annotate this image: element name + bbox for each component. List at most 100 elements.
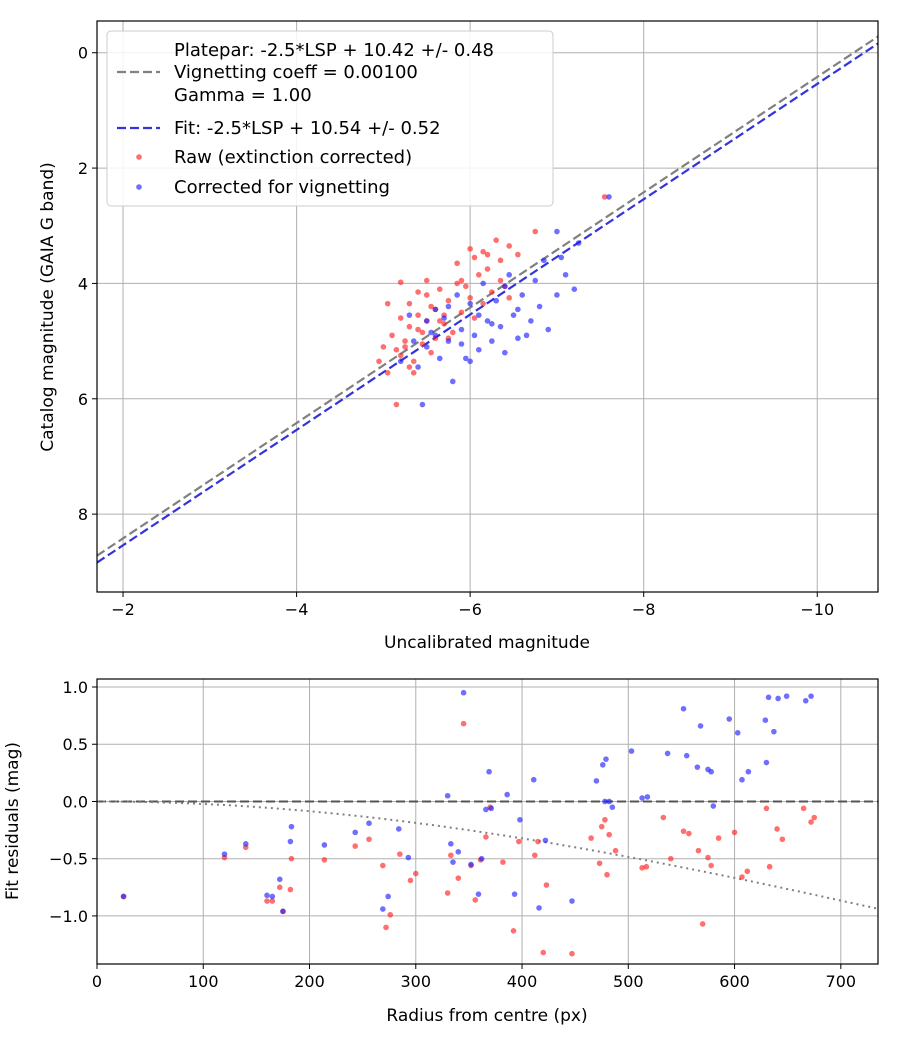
raw-residual-point [531,852,538,859]
top-x-tick-label: −8 [632,600,656,619]
bottom-y-tick-label: 0.5 [63,735,88,754]
corrected-point [436,355,443,362]
corrected-point [502,283,508,290]
raw-point [436,286,443,292]
legend-entry: Raw (extinction corrected) [174,147,412,168]
corrected-residual-point [280,908,286,915]
raw-point [454,260,460,267]
raw-residual-point [387,911,394,918]
raw-residual-point [602,816,608,823]
corrected-point [554,228,560,235]
corrected-point [445,338,452,344]
raw-point [532,228,539,235]
raw-point [515,251,521,258]
raw-point [484,266,491,272]
raw-point [445,297,452,304]
corrected-residual-point [771,728,777,735]
corrected-point [497,323,504,330]
corrected-residual-point [385,893,391,900]
raw-residual-point [774,826,780,832]
bottom-reference-lines [97,800,878,910]
top-x-tick-label: −4 [285,600,309,619]
bottom-x-tick-label: 100 [188,972,219,991]
corrected-residual-point [488,805,495,812]
raw-point [484,251,491,258]
top-points [376,194,612,408]
raw-residual-point [643,863,650,870]
corrected-residual-point [395,826,402,832]
corrected-point [458,341,465,347]
raw-residual-point [808,819,814,825]
bottom-x-tick-label: 200 [294,972,325,991]
raw-point [402,338,408,344]
corrected-residual-point [511,891,518,897]
corrected-residual-point [455,849,462,855]
top-y-ticks: 0 2 4 6 8 [78,44,97,524]
raw-residual-point [639,865,645,871]
corrected-residual-point [517,816,523,823]
raw-point [497,257,504,264]
corrected-residual-point [628,748,635,754]
corrected-point [419,401,426,408]
corrected-residual-point [762,717,769,724]
raw-point [471,254,478,261]
raw-residual-point [383,924,389,931]
corrected-residual-point [602,798,608,805]
corrected-point [476,346,482,353]
raw-residual-point [483,834,489,840]
raw-residual-point [744,868,751,875]
raw-residual-point [660,814,667,821]
raw-residual-point [535,838,541,845]
raw-point [467,295,473,301]
raw-point [454,280,460,287]
fit-line [97,42,878,564]
raw-point [423,277,430,284]
bottom-residuals-panel: 0 100 200 300 400 500 600 700 1.0 0.5 0.0 −0.5 −1.0… [3,678,879,1026]
corrected-point [515,306,521,313]
corrected-residual-point [745,768,752,775]
raw-point [415,326,421,333]
raw-point [410,370,417,376]
raw-residual-point [287,886,294,893]
corrected-point [406,312,413,318]
corrected-point [484,318,491,324]
raw-residual-point [779,836,786,843]
raw-residual-point [472,897,479,903]
raw-residual-point [686,830,692,837]
raw-point [506,243,512,249]
top-y-tick-label: 2 [78,159,88,178]
raw-point [384,370,391,376]
corrected-residual-point [483,806,489,813]
legend-entry: Vignetting coeff = 0.00100 [174,62,418,83]
bottom-y-tick-label: −0.5 [49,850,88,869]
corrected-point [489,338,495,344]
legend-entry: Platepar: -2.5*LSP + 10.42 +/- 0.48 [174,40,494,61]
raw-residual-point [460,720,467,727]
bottom-points [120,689,818,957]
corrected-point [441,315,447,321]
corrected-point [562,271,569,278]
corrected-point [467,300,473,307]
top-x-axis-label: Uncalibrated magnitude [384,633,590,653]
corrected-residual-point [448,841,454,847]
top-x-tick-label: −10 [800,600,834,619]
corrected-residual-point [609,804,616,810]
corrected-residual-point [802,697,809,704]
raw-residual-point [763,805,770,812]
raw-residual-point [606,831,612,838]
raw-point [376,358,382,365]
raw-residual-point [800,805,807,812]
raw-residual-point [604,871,610,878]
raw-residual-point [448,852,454,859]
corrected-residual-point [475,891,482,897]
bottom-x-axis-label: Radius from centre (px) [386,1006,587,1026]
corrected-residual-point [683,752,690,759]
corrected-residual-point [734,729,741,736]
raw-residual-point [352,843,359,849]
corrected-residual-point [288,823,295,830]
corrected-residual-point [450,859,456,865]
raw-point [601,194,608,200]
raw-residual-point [612,847,619,854]
top-plot-frame [96,20,879,593]
raw-point [493,237,499,243]
